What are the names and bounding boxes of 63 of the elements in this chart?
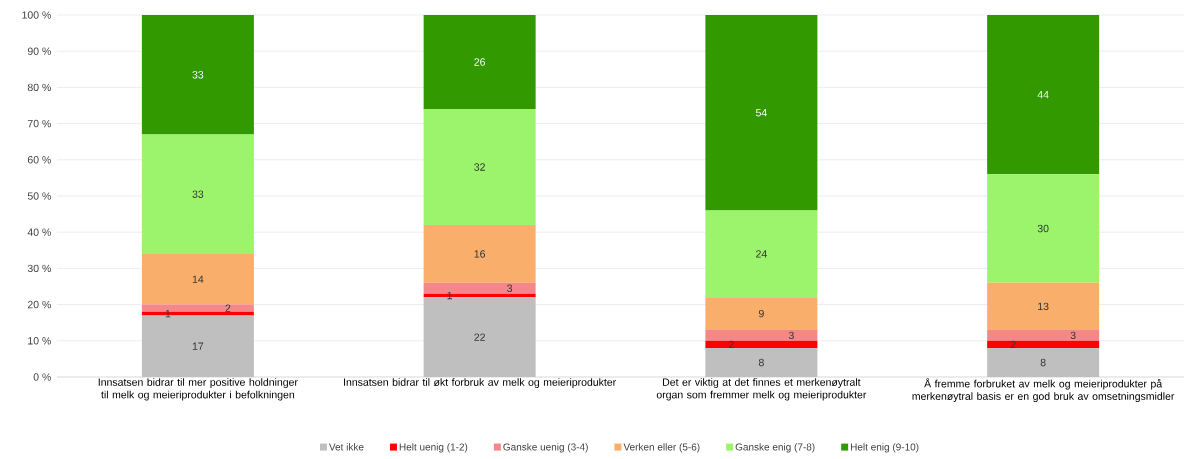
y-tick-label: 20 % xyxy=(27,300,51,309)
data-label: 1 xyxy=(447,291,453,300)
legend-label: Verken eller (5-6) xyxy=(623,443,700,453)
data-label: 54 xyxy=(755,109,767,117)
data-label: 3 xyxy=(788,331,794,340)
data-label: 16 xyxy=(474,250,486,258)
y-tick-label: 50 % xyxy=(27,192,51,200)
bar xyxy=(705,210,818,298)
legend-label: Helt enig (9-10) xyxy=(850,443,919,453)
bar xyxy=(141,304,254,312)
data-label: 26 xyxy=(474,58,486,66)
bar xyxy=(705,14,818,211)
data-label: 22 xyxy=(474,333,485,341)
x-tick-label: Å fremme forbruket av melk og meieriprodukter på merkenøytral basis er en god bruk av omsetningsmidler xyxy=(912,378,1175,403)
y-tick-label: 60 % xyxy=(27,156,51,164)
data-label: 8 xyxy=(758,358,764,367)
y-tick-label: 0 % xyxy=(33,373,51,381)
bar xyxy=(705,297,818,330)
legend-label: Ganske uenig (3-4) xyxy=(503,443,588,453)
bar xyxy=(141,253,254,305)
data-label: 3 xyxy=(1070,331,1076,340)
bar xyxy=(987,329,1100,341)
data-label: 17 xyxy=(192,342,204,350)
data-label: 9 xyxy=(758,309,764,318)
y-tick-label: 100 % xyxy=(22,11,51,19)
data-label: 33 xyxy=(192,190,204,198)
y-tick-label: 70 % xyxy=(27,119,51,128)
x-tick-label: Det er viktig at det finnes et merkenøytralt organ som fremmer melk og meieriprodukter xyxy=(656,378,867,401)
data-label: 44 xyxy=(1037,91,1049,99)
bar xyxy=(705,340,818,349)
data-label: 14 xyxy=(192,275,204,283)
legend-label: Ganske enig (7-8) xyxy=(735,443,815,453)
data-label: 32 xyxy=(474,163,485,171)
y-tick-label: 30 % xyxy=(27,264,51,273)
data-label: 3 xyxy=(507,284,513,293)
data-label: 2 xyxy=(729,340,734,349)
bar xyxy=(987,14,1100,175)
data-label: 1 xyxy=(165,310,171,318)
bar xyxy=(423,224,536,283)
x-tick-label: Innsatsen bidrar til økt forbruk av melk og meieriprodukter xyxy=(344,378,616,388)
legend-label: Helt uenig (1-2) xyxy=(399,443,468,453)
bar xyxy=(141,134,254,254)
y-tick-label: 80 % xyxy=(27,83,51,92)
data-label: 2 xyxy=(1010,340,1016,349)
bar xyxy=(987,282,1100,330)
bar xyxy=(705,329,818,341)
legend-label: Vet ikke xyxy=(329,443,364,451)
bar xyxy=(987,340,1100,349)
x-tick-label: Innsatsen bidrar til mer positive holdninger til melk og meieriprodukter i befolkningen xyxy=(98,378,298,401)
data-label: 2 xyxy=(225,304,231,312)
y-tick-label: 90 % xyxy=(27,47,51,55)
data-label: 24 xyxy=(756,250,767,258)
data-label: 13 xyxy=(1038,302,1049,311)
data-label: 8 xyxy=(1040,358,1046,367)
bar xyxy=(423,282,536,294)
y-tick-label: 10 % xyxy=(28,337,51,345)
bar xyxy=(423,109,536,225)
bar xyxy=(141,14,254,135)
y-tick-label: 40 % xyxy=(27,228,51,236)
data-label: 33 xyxy=(192,71,204,79)
data-label: 30 xyxy=(1037,224,1049,233)
bar xyxy=(987,174,1100,283)
bar xyxy=(423,14,536,110)
